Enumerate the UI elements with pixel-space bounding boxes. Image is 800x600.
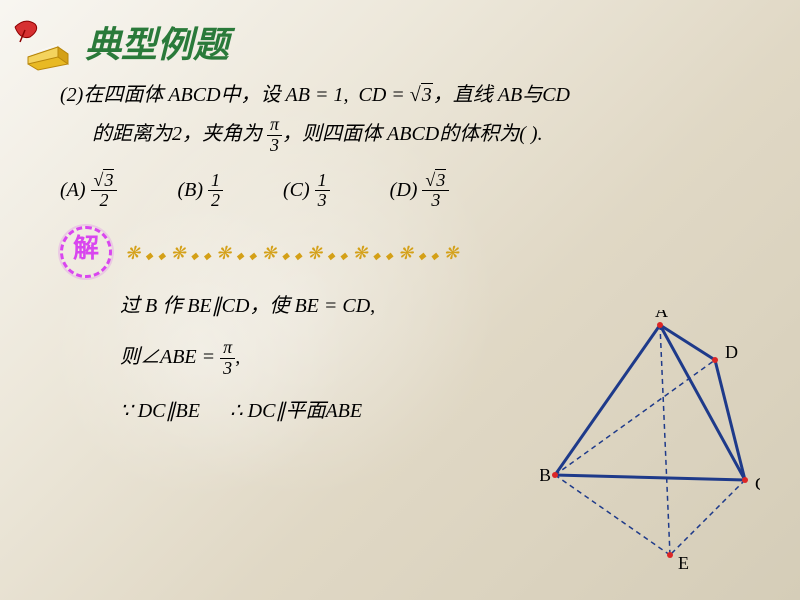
math-var: ABCD (387, 123, 439, 145)
opt-label: (B) (177, 178, 203, 200)
math-var: ABCD (168, 84, 220, 106)
books-leaf-icon (10, 12, 80, 72)
math-var: CD (542, 84, 570, 106)
opt-label: (A) (60, 178, 86, 200)
text: , (235, 346, 240, 368)
header: 典型例题 (0, 0, 800, 77)
svg-text:E: E (678, 553, 689, 570)
math-eq: AB = 1, (286, 84, 349, 106)
text: ，使 (249, 295, 289, 317)
option-c: (C) 13 (283, 171, 330, 212)
frac-den: 3 (422, 191, 449, 211)
text: 的距离为2，夹角为 (92, 123, 262, 145)
text: 过 (120, 295, 140, 317)
text: 与 (522, 84, 542, 106)
options-row: (A) 32 (B) 12 (C) 13 (D) 33 (60, 171, 760, 212)
frac-den: 3 (315, 191, 330, 211)
svg-text:A: A (655, 310, 668, 321)
frac-num: π (220, 338, 235, 359)
sqrt-val: 3 (421, 83, 433, 106)
frac-den: 3 (267, 136, 282, 156)
option-d: (D) 33 (390, 171, 450, 212)
opt-label: (C) (283, 178, 310, 200)
option-b: (B) 12 (177, 171, 223, 212)
problem-prefix: (2) (60, 84, 83, 106)
page-title: 典型例题 (85, 16, 229, 68)
text: 在四面体 (83, 84, 163, 106)
math-var: AB (498, 84, 522, 106)
text: 作 (162, 295, 182, 317)
text: 中，设 (221, 84, 281, 106)
solution-header: 解 ❋ ◆ ◆ ❋ ◆ ◆ ❋ ◆ ◆ ❋ ◆ ◆ ❋ ◆ ◆ ❋ ◆ ◆ ❋ … (60, 226, 760, 278)
frac-den: 2 (91, 191, 118, 211)
math-expr: ∴ DC∥平面ABE (230, 400, 362, 422)
math-eq: BE = CD, (294, 295, 375, 317)
frac-den: 2 (208, 191, 223, 211)
option-a: (A) 32 (60, 171, 117, 212)
solution-badge: 解 (60, 226, 112, 278)
frac-num: 1 (208, 171, 223, 192)
text: 则 (120, 346, 140, 368)
text: ，则四面体 (282, 123, 382, 145)
sqrt-val: 3 (435, 169, 446, 190)
opt-label: (D) (390, 178, 418, 200)
math-var: B (145, 295, 157, 317)
math-eq: CD = (358, 84, 409, 106)
problem-line-2: 的距离为2，夹角为 π3，则四面体 ABCD的体积为( ). (92, 115, 760, 156)
decorative-dots: ❋ ◆ ◆ ❋ ◆ ◆ ❋ ◆ ◆ ❋ ◆ ◆ ❋ ◆ ◆ ❋ ◆ ◆ ❋ ◆ … (125, 235, 459, 271)
math-expr: ∠ABE = (140, 346, 220, 368)
frac-den: 3 (220, 359, 235, 379)
frac-num: π (267, 115, 282, 136)
svg-text:D: D (725, 342, 738, 362)
math-expr: BE∥CD (187, 295, 249, 317)
frac-num: 1 (315, 171, 330, 192)
problem-line-1: (2)在四面体 ABCD中，设 AB = 1, CD = 3，直线 AB与CD (60, 77, 760, 113)
svg-text:C: C (755, 474, 760, 494)
svg-text:B: B (540, 465, 551, 485)
sqrt-val: 3 (103, 169, 114, 190)
math-expr: ∵ DC∥BE (120, 400, 200, 422)
tetrahedron-diagram: A B C D E (540, 310, 760, 570)
text: ，直线 (433, 84, 493, 106)
text: 的体积为( ). (439, 123, 542, 145)
